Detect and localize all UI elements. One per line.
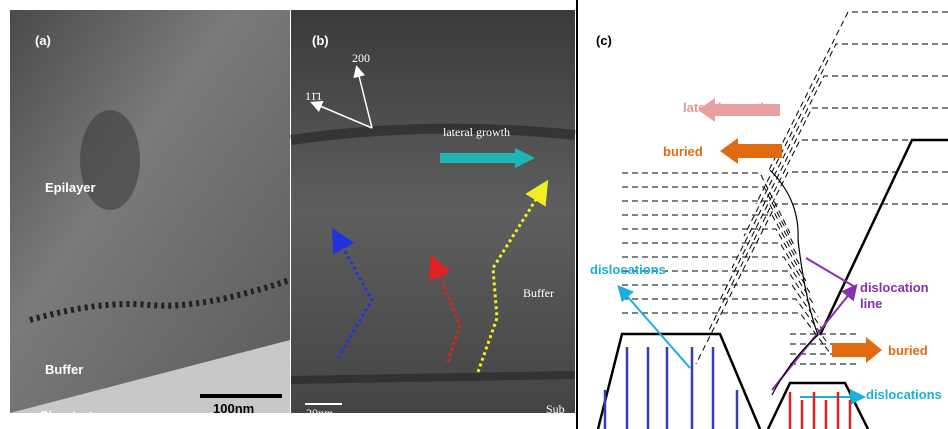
annotation: dislocations: [866, 387, 942, 402]
growth-layer: [622, 201, 798, 257]
annotation: buried: [663, 144, 703, 159]
direction-label: 11̄1: [305, 89, 322, 103]
panel-label: (b): [312, 33, 329, 48]
panel-label: (c): [596, 33, 612, 48]
figure: (a) Epilayer Buffer Sbustrate 100nm 200 …: [0, 0, 948, 429]
growth-layer: [768, 12, 948, 172]
defect: [80, 110, 140, 210]
scale-label: 100nm: [213, 401, 254, 416]
band: [291, 375, 575, 380]
direction-label: 200: [352, 51, 370, 65]
mesa: [598, 334, 760, 429]
growth-layer: [756, 44, 948, 204]
annotation: buried: [888, 343, 928, 358]
annotation: Epilayer: [45, 180, 96, 195]
annotation: Buffer: [523, 286, 554, 300]
growth-layer: [622, 271, 818, 317]
annotation: dislocation: [860, 280, 929, 295]
tem-image: [291, 10, 575, 413]
panel-label: (a): [35, 33, 51, 48]
annotation: line: [860, 296, 882, 311]
annotation: Sub: [546, 402, 565, 416]
annotation: dislocations: [590, 262, 666, 277]
growth-layer: [622, 285, 822, 329]
buried-arrow: [720, 138, 782, 164]
growth-layer: [720, 140, 948, 300]
scale-label: 20nm: [306, 406, 334, 420]
panel-b: 200 11̄1 lateral growth Buffer Sub 20nm …: [291, 10, 575, 420]
panel-c: (c) lateral growth buried buried disloca…: [590, 12, 948, 429]
annotation: Buffer: [45, 362, 83, 377]
growth-layer: [622, 215, 802, 269]
pointer: [806, 258, 855, 287]
panel-a: (a) Epilayer Buffer Sbustrate 100nm: [10, 10, 290, 423]
annotation: lateral growth: [443, 125, 510, 139]
growth-layer: [622, 187, 794, 245]
buried-arrow: [832, 337, 882, 363]
annotation: Sbustrate: [40, 408, 100, 423]
mesa: [768, 383, 868, 429]
pointer: [620, 288, 690, 368]
